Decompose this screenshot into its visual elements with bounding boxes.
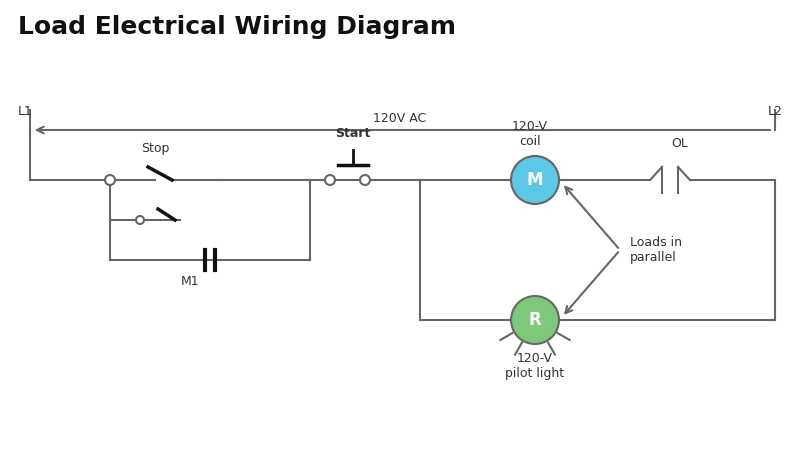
Circle shape [511,156,559,204]
Text: Start: Start [335,127,370,140]
Circle shape [105,175,115,185]
Text: M: M [526,171,543,189]
Text: OL: OL [671,137,689,150]
Text: L2: L2 [768,105,783,118]
Text: Stop: Stop [141,142,169,155]
Text: 120V AC: 120V AC [374,112,426,125]
Circle shape [325,175,335,185]
Text: Load Electrical Wiring Diagram: Load Electrical Wiring Diagram [18,15,456,39]
Text: Loads in
parallel: Loads in parallel [630,236,682,264]
Text: M1: M1 [181,275,199,288]
Circle shape [360,175,370,185]
Text: 120-V
pilot light: 120-V pilot light [506,352,565,380]
Circle shape [511,296,559,344]
Text: L1: L1 [18,105,33,118]
Circle shape [136,216,144,224]
Text: 120-V
coil: 120-V coil [512,120,548,148]
Text: R: R [529,311,542,329]
